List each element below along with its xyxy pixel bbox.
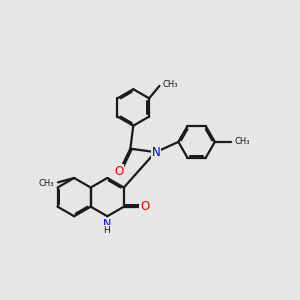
Text: O: O <box>115 165 124 178</box>
Text: CH₃: CH₃ <box>163 80 178 89</box>
Text: H: H <box>103 226 110 235</box>
Text: O: O <box>140 200 149 213</box>
Text: N: N <box>103 219 111 229</box>
Text: N: N <box>152 146 161 159</box>
Text: CH₃: CH₃ <box>235 137 250 146</box>
Text: CH₃: CH₃ <box>38 179 53 188</box>
